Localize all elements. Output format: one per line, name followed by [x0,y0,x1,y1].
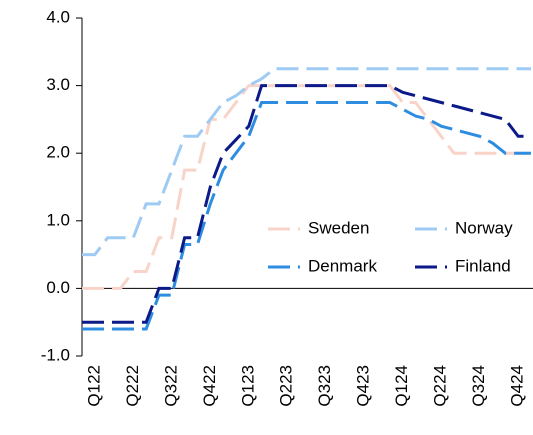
x-tick-label: Q323 [315,365,334,407]
x-tick-label: Q124 [392,365,411,407]
x-tick-label: Q324 [469,365,488,407]
y-tick-label: 0.0 [46,278,70,297]
series-line [82,67,531,257]
series-line [82,84,531,324]
y-tick-label: 4.0 [46,7,70,26]
x-tick-label: Q122 [84,365,103,407]
legend-label: Finland [455,256,511,275]
legend-label: Denmark [308,256,377,275]
legend-label: Norway [455,218,513,237]
x-tick-label: Q222 [123,365,142,407]
y-tick-label: 1.0 [46,210,70,229]
y-tick-label: -1.0 [41,345,70,364]
y-tick-label: 2.0 [46,143,70,162]
series-line [82,101,531,331]
x-tick-label: Q422 [200,365,219,407]
x-tick-label: Q424 [508,365,527,407]
x-tick-label: Q123 [238,365,257,407]
y-tick-label: 3.0 [46,75,70,94]
x-tick-label: Q223 [277,365,296,407]
x-tick-label: Q322 [161,365,180,407]
legend-label: Sweden [308,218,369,237]
x-tick-label: Q224 [431,365,450,407]
x-tick-label: Q423 [354,365,373,407]
